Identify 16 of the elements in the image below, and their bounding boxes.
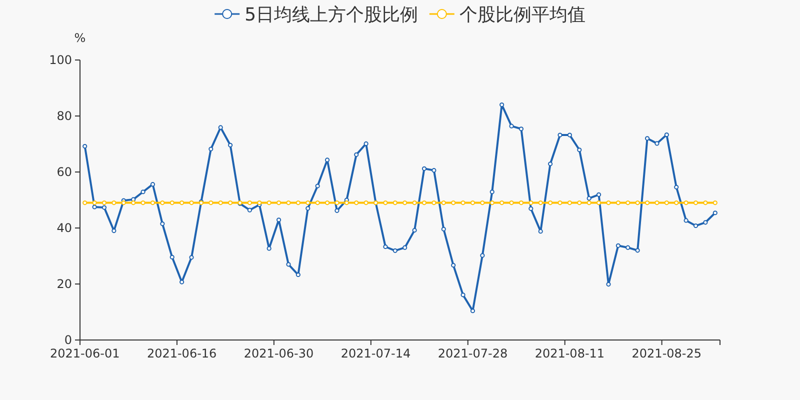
y-tick-label: 40 <box>56 221 72 236</box>
y-tick-label: 100 <box>49 53 72 68</box>
y-tick-label: 60 <box>56 165 72 180</box>
legend-label: 个股比例平均值 <box>459 4 586 26</box>
y-tick-label: 20 <box>56 277 72 292</box>
y-tick-label: 80 <box>56 109 72 124</box>
x-tick-label: 2021-08-11 <box>534 346 605 361</box>
x-tick-label: 2021-08-25 <box>632 346 702 361</box>
y-axis-title: % <box>74 31 86 45</box>
x-tick-label: 2021-06-30 <box>244 346 314 361</box>
x-tick-label: 2021-07-28 <box>438 346 508 361</box>
x-tick-label: 2021-07-14 <box>340 346 411 361</box>
legend-label: 5日均线上方个股比例 <box>244 4 418 26</box>
y-tick-label: 0 <box>64 333 72 348</box>
x-tick-label: 2021-06-16 <box>146 346 217 361</box>
x-tick-label: 2021-06-01 <box>50 346 120 361</box>
